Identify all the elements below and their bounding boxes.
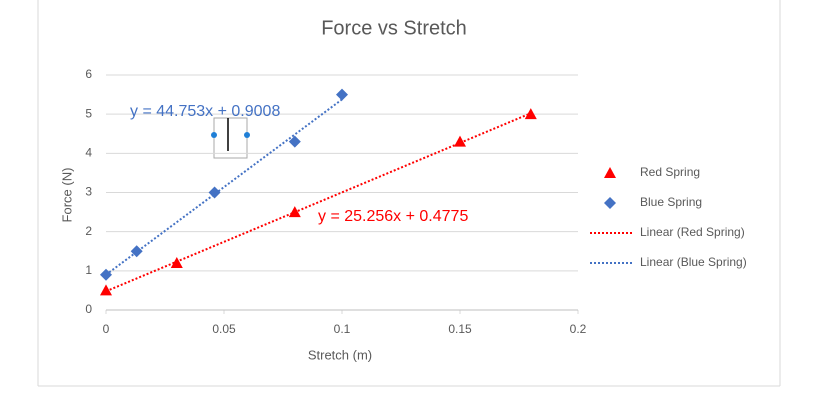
x-tick-label: 0.15 (448, 322, 472, 336)
y-tick-label: 4 (85, 146, 92, 160)
trendline-equation: y = 25.256x + 0.4775 (318, 208, 468, 225)
legend-label: Red Spring (640, 165, 700, 179)
legend-label: Blue Spring (640, 195, 702, 209)
y-tick-label: 3 (85, 185, 92, 199)
x-tick-label: 0.2 (570, 322, 587, 336)
data-point (170, 257, 183, 268)
data-point (454, 135, 466, 147)
legend-label: Linear (Blue Spring) (640, 255, 747, 269)
y-tick-label: 1 (85, 263, 92, 277)
y-tick-label: 0 (85, 302, 92, 316)
x-tick-label: 0 (103, 322, 110, 336)
data-point (100, 284, 112, 296)
x-tick-label: 0.05 (212, 322, 236, 336)
data-point (288, 206, 301, 218)
y-axis-title: Force (N) (59, 168, 74, 223)
legend-label: Linear (Red Spring) (640, 225, 745, 239)
data-point (100, 268, 112, 281)
data-point (524, 108, 537, 120)
trendline (105, 98, 343, 276)
data-point (336, 88, 348, 101)
data-point (208, 186, 221, 199)
trendline (105, 112, 532, 293)
y-tick-label: 6 (85, 67, 92, 81)
x-tick-label: 0.1 (334, 322, 351, 336)
trendline-equation: y = 44.753x + 0.9008 (130, 103, 280, 120)
chart-title: Force vs Stretch (321, 17, 467, 39)
x-axis-title: Stretch (m) (308, 347, 372, 362)
legend-marker (604, 197, 616, 209)
y-tick-label: 5 (85, 106, 92, 120)
data-point (130, 245, 143, 258)
y-tick-label: 2 (85, 224, 92, 238)
selection-box (211, 117, 250, 159)
legend-marker (604, 167, 616, 178)
data-point (288, 135, 301, 148)
